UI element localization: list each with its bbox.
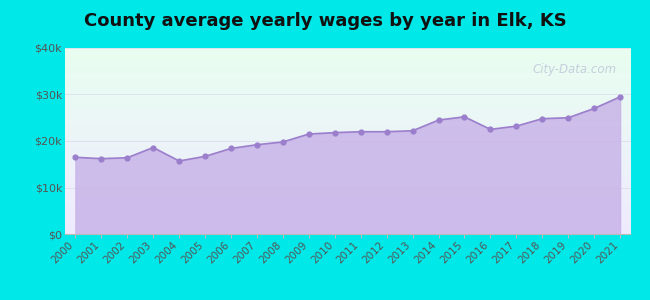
Point xyxy=(382,129,392,134)
Point xyxy=(615,94,625,99)
Point xyxy=(122,155,133,160)
Point xyxy=(589,106,599,111)
Point xyxy=(148,145,159,150)
Point xyxy=(563,115,573,120)
Point xyxy=(330,130,340,135)
Point xyxy=(174,159,185,164)
Point xyxy=(460,114,470,119)
Point xyxy=(70,155,81,160)
Point xyxy=(200,154,211,159)
Text: County average yearly wages by year in Elk, KS: County average yearly wages by year in E… xyxy=(84,12,566,30)
Point xyxy=(485,127,495,132)
Point xyxy=(278,140,288,144)
Point xyxy=(434,118,444,122)
Point xyxy=(96,156,107,161)
Point xyxy=(511,124,521,128)
Point xyxy=(356,129,366,134)
Point xyxy=(408,128,418,133)
Point xyxy=(304,132,314,136)
Point xyxy=(226,146,236,151)
Point xyxy=(537,116,547,121)
Text: City-Data.com: City-Data.com xyxy=(532,63,616,76)
Point xyxy=(252,142,262,147)
